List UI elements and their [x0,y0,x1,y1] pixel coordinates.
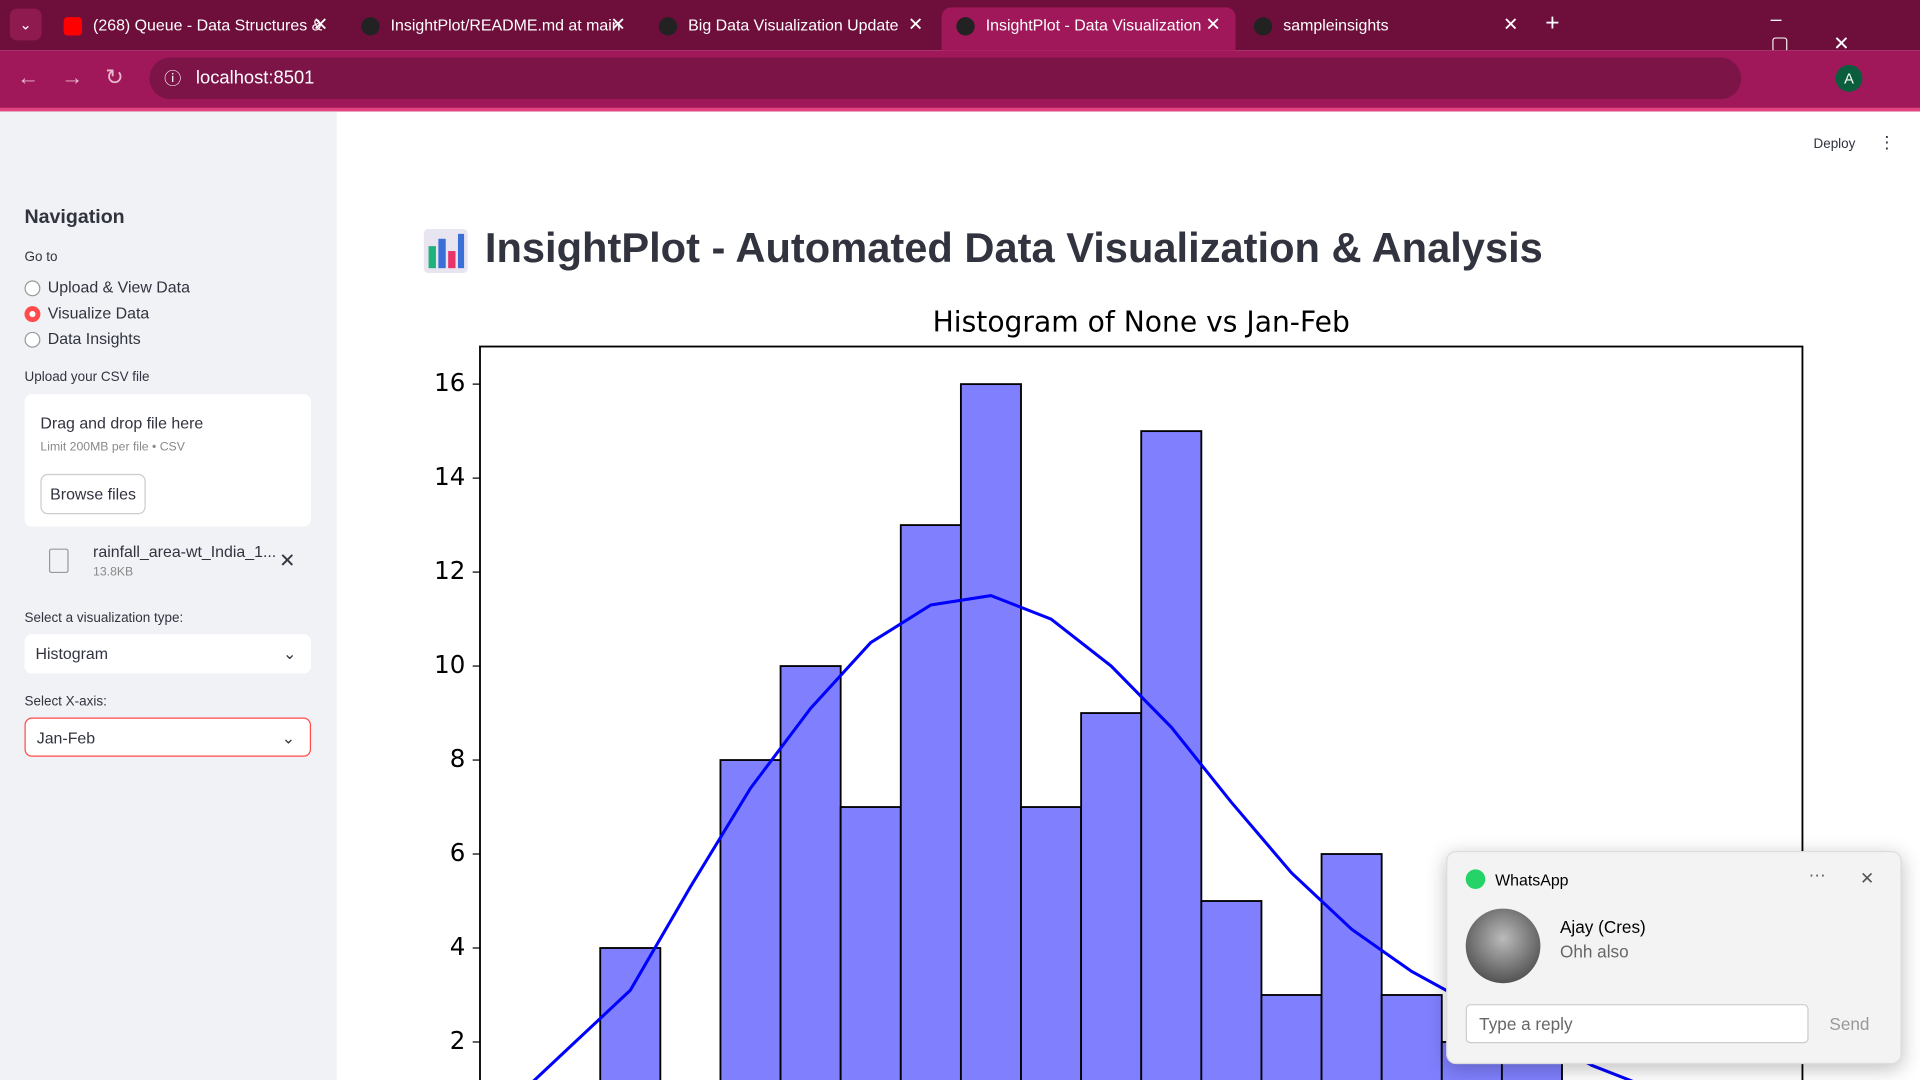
url: localhost:8501 [195,67,315,89]
radio [24,306,41,323]
app-name: WhatsApp [1495,870,1569,889]
bar [1080,712,1143,1080]
deploy-button[interactable]: Deploy [1813,137,1856,152]
window-controls[interactable]: –▢✕ [1770,9,1894,56]
send-button[interactable]: Send [1829,1013,1870,1034]
tab-bar: ⌄ (268) Queue - Data Structures & ✕ Insigh… [0,0,1920,55]
sidebar: Navigation Go to Upload & View Data Visua… [0,111,337,1080]
main-menu[interactable]: ⋮ [1878,132,1896,152]
tab-close[interactable]: ✕ [907,14,924,36]
x-select[interactable]: Jan-Feb ⌄ [24,717,312,757]
tab[interactable]: InsightPlot - Data Visualization ✕ [941,7,1236,51]
whatsapp-icon [1465,869,1486,889]
tab-icon [361,17,380,36]
bar [1140,430,1203,1080]
tab-icon [1253,17,1273,36]
browse-button[interactable]: Browse files [40,473,146,515]
label: Go to [24,249,58,265]
bar [1260,994,1323,1080]
radio [24,280,41,297]
tab-close[interactable]: ✕ [1205,14,1221,36]
page-title: InsightPlot - Automated Data Visualizati… [484,225,1543,272]
bar [839,806,902,1080]
tab-title: sampleinsights [1283,15,1389,35]
radio [24,331,41,348]
new-tab[interactable]: + [1545,9,1560,37]
chart-title: Histogram of None vs Jan-Feb [933,305,1350,338]
profile[interactable]: A [1835,64,1863,92]
bar [1380,994,1443,1080]
tab-title: InsightPlot/README.md at main [390,15,621,35]
tab[interactable]: Big Data Visualization Update ✕ [644,7,938,50]
file-size: 13.8KB [93,565,134,580]
nav-buttons[interactable]: ←→↻ [17,64,146,90]
radio-option[interactable]: Data Insights [24,329,141,348]
y-tick-label: 8 [450,744,466,773]
tab-icon [63,17,83,36]
avatar [1465,908,1541,984]
sender: Ajay (Cres) [1560,917,1646,937]
tab[interactable]: sampleinsights ✕ [1239,7,1533,50]
tab-icon [956,17,975,36]
radio-option[interactable]: Upload & View Data [24,277,190,297]
chart: Histogram of None vs Jan-Feb 2 4 6 8 10 12 14 1… [434,305,1804,1080]
limit-text: Limit 200MB per file • CSV [40,440,185,455]
y-tick-label: 4 [450,932,466,961]
file-name: rainfall_area-wt_India_1... [93,542,277,561]
radio-label: Data Insights [47,329,141,348]
radio-label: Upload & View Data [47,277,190,297]
bar [1320,853,1383,1080]
close[interactable]: ✕ [1860,868,1875,888]
bar [959,383,1022,1080]
url-field[interactable]: ⓘ localhost:8501 [149,57,1742,100]
reply-input[interactable]: Type a reply [1465,1004,1809,1044]
tab-close[interactable]: ✕ [610,14,626,36]
y-tick-label: 14 [434,462,465,491]
sidebar-heading: Navigation [24,206,125,228]
plot-frame [479,345,1804,1080]
x-value: Jan-Feb [36,728,96,747]
radio-label: Visualize Data [47,303,150,323]
tab[interactable]: (268) Queue - Data Structures & ✕ [49,7,343,50]
y-tick-label: 6 [450,838,466,867]
tab-close[interactable]: ✕ [312,14,329,36]
bar [1200,900,1263,1080]
viz-select[interactable]: Histogram ⌄ [24,634,312,674]
radio-option[interactable]: Visualize Data [24,303,150,323]
y-tick-label: 16 [434,368,465,397]
y-tick-label: 2 [450,1026,466,1055]
tab-title: (268) Queue - Data Structures & [93,15,323,35]
remove-file[interactable]: ✕ [279,551,296,572]
notification: WhatsApp ··· ✕ Ajay (Cres) Ohh also Type… [1446,851,1902,1065]
tab-close[interactable]: ✕ [1502,14,1519,36]
title-icon [423,228,468,274]
tab-title: Big Data Visualization Update [688,15,899,35]
file-icon [48,548,69,574]
bar [599,947,662,1080]
label: Upload your CSV file [24,369,150,385]
tab[interactable]: InsightPlot/README.md at main ✕ [347,7,641,50]
tab-title: InsightPlot - Data Visualization [985,15,1202,35]
label: Select X-axis: [24,694,107,709]
drop-text: Drag and drop file here [40,413,204,433]
dropzone[interactable]: Drag and drop file here Limit 200MB per … [24,394,312,527]
bar [899,524,962,1080]
bar [779,665,842,1080]
more[interactable]: ··· [1808,864,1826,885]
y-tick-label: 10 [434,650,465,679]
label: Select a visualization type: [24,611,184,626]
y-tick-label: 12 [434,556,465,585]
viz-value: Histogram [35,644,109,663]
bar [1020,806,1083,1080]
bar [719,759,782,1080]
address-bar: ←→↻ ⓘ localhost:8501 A [0,50,1920,112]
tab-icon [658,17,678,36]
message: Ohh also [1560,941,1629,962]
tab-menu[interactable]: ⌄ [9,8,42,41]
